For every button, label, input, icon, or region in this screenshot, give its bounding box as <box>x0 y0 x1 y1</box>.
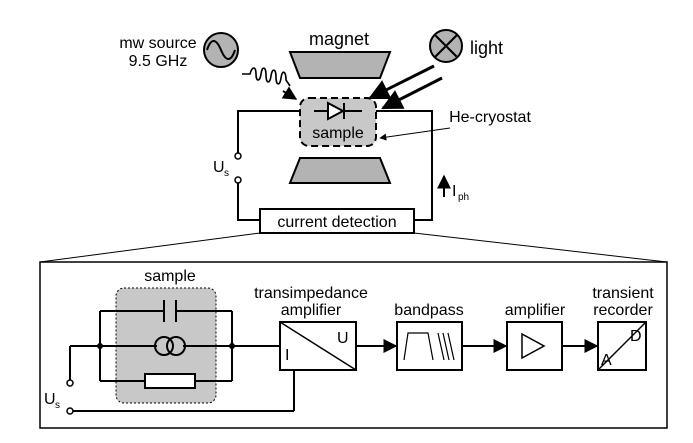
cryostat-label: He-cryostat <box>449 109 531 126</box>
voltage-sub-top: s <box>224 168 229 179</box>
tia-label-line2: amplifier <box>281 302 342 319</box>
light-arrow-2 <box>381 76 443 110</box>
bandpass-icon <box>403 332 455 361</box>
light-label: light <box>470 38 503 58</box>
tia-label-line1: transimpedance <box>254 285 368 302</box>
terminal-bottom-1 <box>66 379 74 387</box>
terminal-top-1 <box>234 152 242 160</box>
voltage-label-bottom: U <box>44 391 56 408</box>
magnet-label: magnet <box>309 29 369 49</box>
magnet-bottom <box>288 157 392 184</box>
bandpass-label: bandpass <box>394 302 463 319</box>
light-arrow-1 <box>368 64 435 100</box>
diode-icon <box>314 101 362 121</box>
circuit-wire-right <box>376 110 433 221</box>
current-detection-label: current detection <box>277 214 396 231</box>
recorder-label-line2: recorder <box>593 302 653 319</box>
photocurrent-sub: ph <box>458 192 469 203</box>
adc-d-label: D <box>630 328 642 345</box>
tia-input-label: I <box>285 347 289 364</box>
recorder-label-line1: transient <box>592 285 654 302</box>
mw-source-icon <box>203 32 239 68</box>
zoom-line-right <box>413 232 668 263</box>
mw-source-label-line1: mw source <box>119 35 196 52</box>
voltage-sub-bottom: s <box>55 400 60 411</box>
terminal-bottom-2 <box>66 407 74 415</box>
current-detection-box <box>259 208 415 234</box>
microwave-wave-icon <box>242 67 291 87</box>
voltage-label-top: U <box>213 159 225 176</box>
light-icon <box>429 29 463 63</box>
mw-source-label-line2: 9.5 GHz <box>129 53 188 70</box>
tia-output-label: U <box>337 330 349 347</box>
terminal-top-2 <box>234 176 242 184</box>
capacitor-icon <box>163 300 177 322</box>
amplifier-label: amplifier <box>505 302 566 319</box>
amplifier-icon <box>521 332 546 360</box>
detail-sample-label: sample <box>144 268 196 285</box>
sample-label: sample <box>312 125 364 142</box>
bandpass-box <box>396 321 463 371</box>
magnet-top <box>288 51 392 79</box>
current-source-icon <box>154 336 186 356</box>
circuit-wire-left <box>237 110 300 153</box>
microwave-arrow <box>281 86 298 100</box>
zoom-line-left <box>39 232 261 263</box>
cryostat-pointer <box>379 127 451 141</box>
resistor-icon <box>144 373 196 389</box>
adc-a-label: A <box>601 352 612 369</box>
circuit-wire-left-lower <box>237 183 260 221</box>
photocurrent-label: I <box>452 183 456 200</box>
